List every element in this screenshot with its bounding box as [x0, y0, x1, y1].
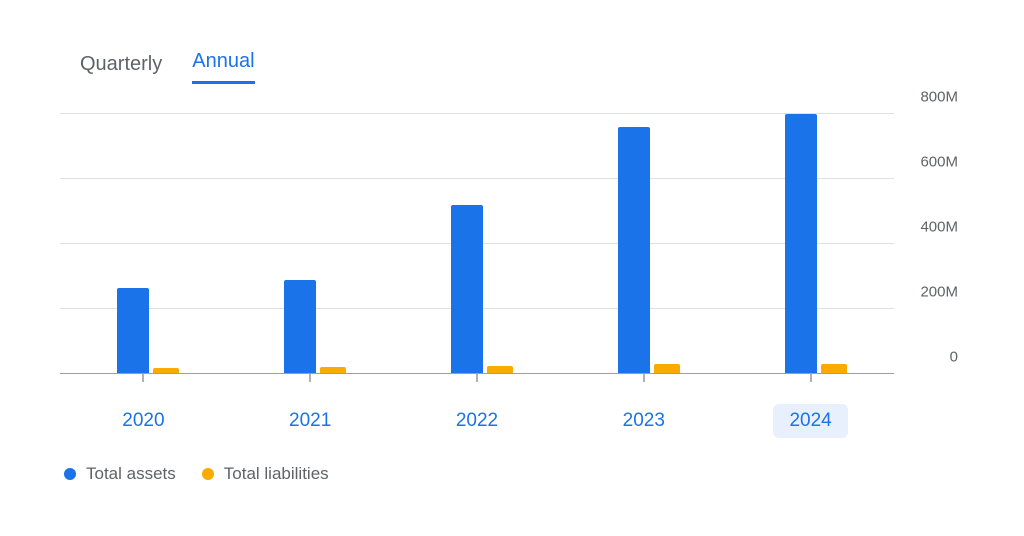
bar-assets[interactable] [284, 280, 316, 374]
bar-group[interactable] [727, 114, 894, 374]
y-tick-label: 400M [920, 219, 958, 236]
x-tick [143, 374, 144, 382]
bar-chart: 0200M400M600M800M [60, 114, 964, 374]
x-tick [643, 374, 644, 382]
y-tick-label: 200M [920, 284, 958, 301]
x-label-2023[interactable]: 2023 [560, 404, 727, 438]
legend-dot-liabilities [202, 468, 214, 480]
bar-groups [60, 114, 894, 374]
x-tick [810, 374, 811, 382]
x-tick [310, 374, 311, 382]
x-label-2022[interactable]: 2022 [394, 404, 561, 438]
period-tabs: Quarterly Annual [60, 50, 964, 84]
tab-quarterly[interactable]: Quarterly [80, 53, 162, 84]
legend-item-assets: Total assets [64, 464, 176, 484]
bar-assets[interactable] [785, 114, 817, 374]
legend-label-liabilities: Total liabilities [224, 464, 329, 484]
tab-annual[interactable]: Annual [192, 50, 254, 84]
x-axis-line [60, 373, 894, 374]
x-tick [476, 374, 477, 382]
legend: Total assets Total liabilities [60, 464, 964, 484]
bar-assets[interactable] [117, 288, 149, 374]
y-tick-label: 0 [950, 349, 958, 366]
legend-item-liabilities: Total liabilities [202, 464, 329, 484]
x-label-2020[interactable]: 2020 [60, 404, 227, 438]
x-label-2024[interactable]: 2024 [727, 404, 894, 438]
y-tick-label: 600M [920, 154, 958, 171]
x-label-2021[interactable]: 2021 [227, 404, 394, 438]
bar-assets[interactable] [451, 205, 483, 374]
chart-container: Quarterly Annual 0200M400M600M800M 20202… [0, 0, 1024, 536]
legend-label-assets: Total assets [86, 464, 176, 484]
bar-group[interactable] [227, 114, 394, 374]
plot-area [60, 114, 894, 374]
y-axis: 0200M400M600M800M [894, 114, 964, 374]
bar-group[interactable] [560, 114, 727, 374]
bar-assets[interactable] [618, 127, 650, 374]
y-tick-label: 800M [920, 89, 958, 106]
bar-group[interactable] [394, 114, 561, 374]
legend-dot-assets [64, 468, 76, 480]
bar-group[interactable] [60, 114, 227, 374]
x-axis-labels: 20202021202220232024 [60, 404, 894, 438]
